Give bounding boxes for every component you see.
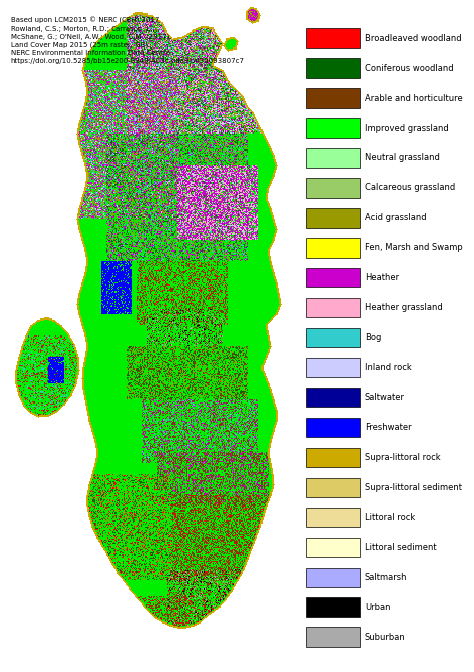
Text: Supra-littoral sediment: Supra-littoral sediment <box>365 483 462 492</box>
Text: Urban: Urban <box>365 603 391 612</box>
FancyBboxPatch shape <box>306 268 360 288</box>
FancyBboxPatch shape <box>306 388 360 407</box>
FancyBboxPatch shape <box>306 418 360 437</box>
FancyBboxPatch shape <box>306 597 360 617</box>
Text: Inland rock: Inland rock <box>365 363 412 372</box>
Text: Heather grassland: Heather grassland <box>365 303 443 312</box>
Text: Bog: Bog <box>365 333 381 342</box>
Text: Supra-littoral rock: Supra-littoral rock <box>365 453 440 462</box>
Text: Saltmarsh: Saltmarsh <box>365 573 408 582</box>
Text: Calcareous grassland: Calcareous grassland <box>365 183 455 192</box>
Text: Acid grassland: Acid grassland <box>365 213 427 222</box>
Text: Fen, Marsh and Swamp: Fen, Marsh and Swamp <box>365 243 463 252</box>
FancyBboxPatch shape <box>306 538 360 557</box>
FancyBboxPatch shape <box>306 328 360 347</box>
Text: Broadleaved woodland: Broadleaved woodland <box>365 34 462 42</box>
FancyBboxPatch shape <box>306 358 360 378</box>
FancyBboxPatch shape <box>306 118 360 138</box>
Text: Saltwater: Saltwater <box>365 393 405 402</box>
FancyBboxPatch shape <box>306 507 360 527</box>
Text: Arable and horticulture: Arable and horticulture <box>365 93 463 103</box>
FancyBboxPatch shape <box>306 178 360 198</box>
FancyBboxPatch shape <box>306 88 360 108</box>
Text: Based upon LCM2015 © NERC (CEH) 2017
Rowland, C.S.; Morton, R.D.; Carrasco, L.;
: Based upon LCM2015 © NERC (CEH) 2017 Row… <box>10 17 245 64</box>
Text: Improved grassland: Improved grassland <box>365 124 449 132</box>
FancyBboxPatch shape <box>306 567 360 587</box>
FancyBboxPatch shape <box>306 28 360 48</box>
Text: Freshwater: Freshwater <box>365 423 411 432</box>
Text: Suburban: Suburban <box>365 632 406 642</box>
FancyBboxPatch shape <box>306 478 360 497</box>
Text: Coniferous woodland: Coniferous woodland <box>365 64 454 73</box>
Text: Littoral sediment: Littoral sediment <box>365 543 437 552</box>
FancyBboxPatch shape <box>306 58 360 78</box>
Text: Littoral rock: Littoral rock <box>365 513 415 522</box>
FancyBboxPatch shape <box>306 628 360 647</box>
Text: Neutral grassland: Neutral grassland <box>365 153 440 163</box>
Text: Heather: Heather <box>365 274 399 282</box>
FancyBboxPatch shape <box>306 208 360 228</box>
FancyBboxPatch shape <box>306 448 360 467</box>
FancyBboxPatch shape <box>306 149 360 168</box>
FancyBboxPatch shape <box>306 238 360 257</box>
FancyBboxPatch shape <box>306 298 360 317</box>
